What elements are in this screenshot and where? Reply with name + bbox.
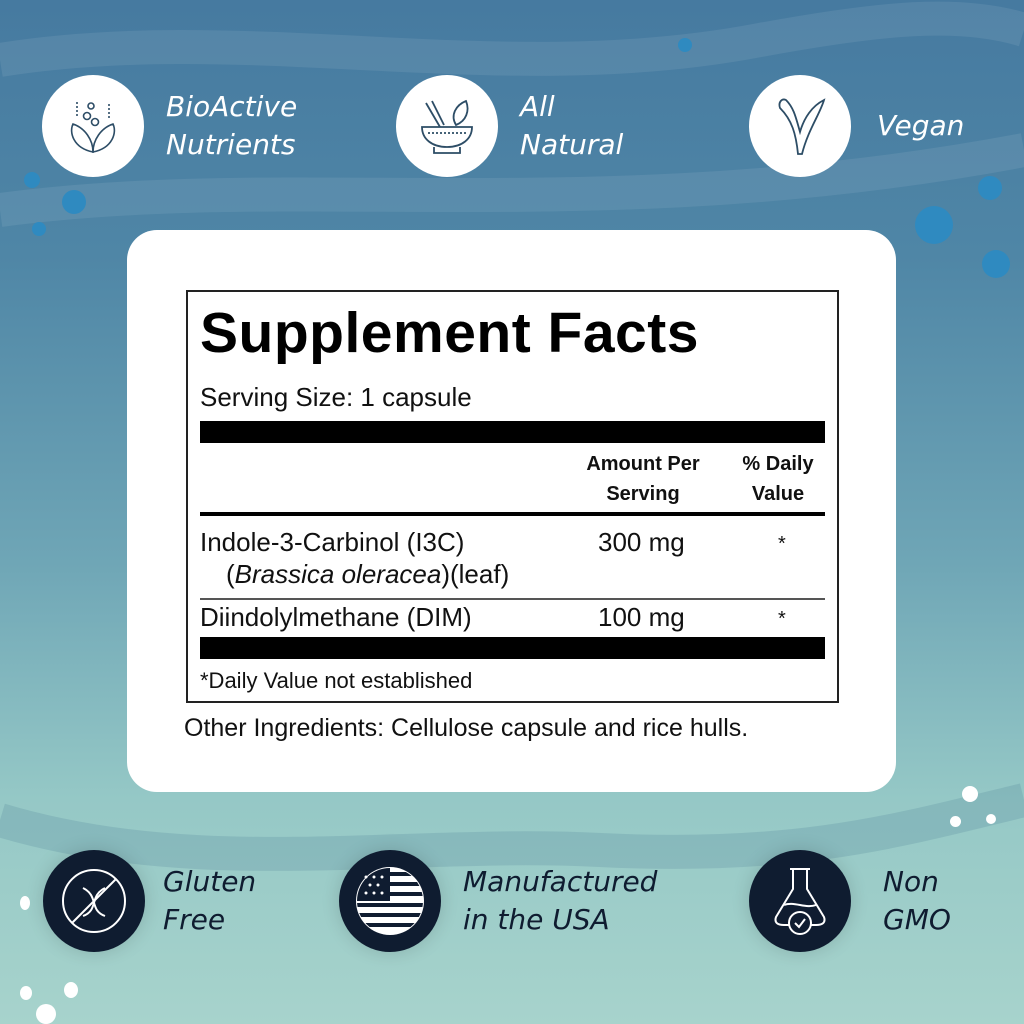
badge-made-in-usa: Manufactured in the USA bbox=[339, 850, 657, 952]
source-italic: Brassica oleracea bbox=[234, 559, 442, 589]
ingredient-dv: * bbox=[778, 608, 786, 630]
badge-all-natural: All Natural bbox=[396, 75, 623, 177]
no-gluten-dna-icon bbox=[43, 850, 145, 952]
other-ingredients: Other Ingredients: Cellulose capsule and… bbox=[184, 714, 749, 742]
flask-check-icon bbox=[749, 850, 851, 952]
decor-dot bbox=[36, 1004, 56, 1024]
badge-label: Non GMO bbox=[883, 865, 951, 936]
ingredient-name: Diindolylmethane (DIM) bbox=[200, 602, 472, 632]
ingredient-amount: 300 mg bbox=[598, 527, 685, 557]
mortar-pestle-leaf-icon bbox=[396, 75, 498, 177]
badge-label: BioActive Nutrients bbox=[166, 90, 298, 161]
col-amount-header: Amount Per Serving bbox=[586, 453, 700, 505]
facts-title: Supplement Facts bbox=[200, 301, 699, 365]
serving-size: Serving Size: 1 capsule bbox=[200, 382, 472, 412]
ingredient-amount: 100 mg bbox=[598, 602, 685, 632]
ingredient-source: (Brassica oleracea)(leaf) bbox=[226, 559, 510, 589]
decor-dot bbox=[915, 206, 953, 244]
decor-dot bbox=[678, 38, 692, 52]
divider-bar bbox=[200, 421, 825, 443]
sprout-icon bbox=[749, 75, 851, 177]
decor-dot bbox=[982, 250, 1010, 278]
decor-dot bbox=[986, 814, 996, 824]
decor-dot bbox=[950, 816, 961, 827]
decor-dot bbox=[32, 222, 46, 236]
badge-vegan: Vegan bbox=[749, 75, 964, 177]
badge-label: All Natural bbox=[520, 90, 624, 161]
divider-rule bbox=[200, 598, 825, 600]
decor-dot bbox=[64, 982, 78, 998]
supplement-facts-panel: Supplement Facts Serving Size: 1 capsule… bbox=[186, 290, 839, 703]
divider-bar bbox=[200, 637, 825, 659]
divider-rule bbox=[200, 512, 825, 516]
decor-dot bbox=[962, 786, 978, 802]
supplement-facts-card: Supplement Facts Serving Size: 1 capsule… bbox=[127, 230, 896, 792]
badge-label: Manufactured in the USA bbox=[463, 865, 658, 936]
decor-dot bbox=[20, 896, 30, 910]
decor-dot bbox=[62, 190, 86, 214]
badge-bioactive: BioActive Nutrients bbox=[42, 75, 297, 177]
badge-label: Gluten Free bbox=[163, 865, 257, 936]
decor-dot bbox=[978, 176, 1002, 200]
badge-non-gmo: Non GMO bbox=[749, 850, 951, 952]
usa-flag-icon bbox=[339, 850, 441, 952]
decor-dot bbox=[24, 172, 40, 188]
decor-dot bbox=[20, 986, 32, 1000]
source-suffix: (leaf) bbox=[450, 559, 510, 589]
badge-label: Vegan bbox=[877, 109, 965, 142]
footnote: *Daily Value not established bbox=[200, 668, 473, 693]
ingredient-dv: * bbox=[778, 533, 786, 555]
ingredient-name: Indole-3-Carbinol (I3C) bbox=[200, 527, 465, 557]
col-dv-header: % Daily Value bbox=[742, 453, 814, 505]
leaves-bubbles-icon bbox=[42, 75, 144, 177]
badge-gluten-free: Gluten Free bbox=[43, 850, 256, 952]
